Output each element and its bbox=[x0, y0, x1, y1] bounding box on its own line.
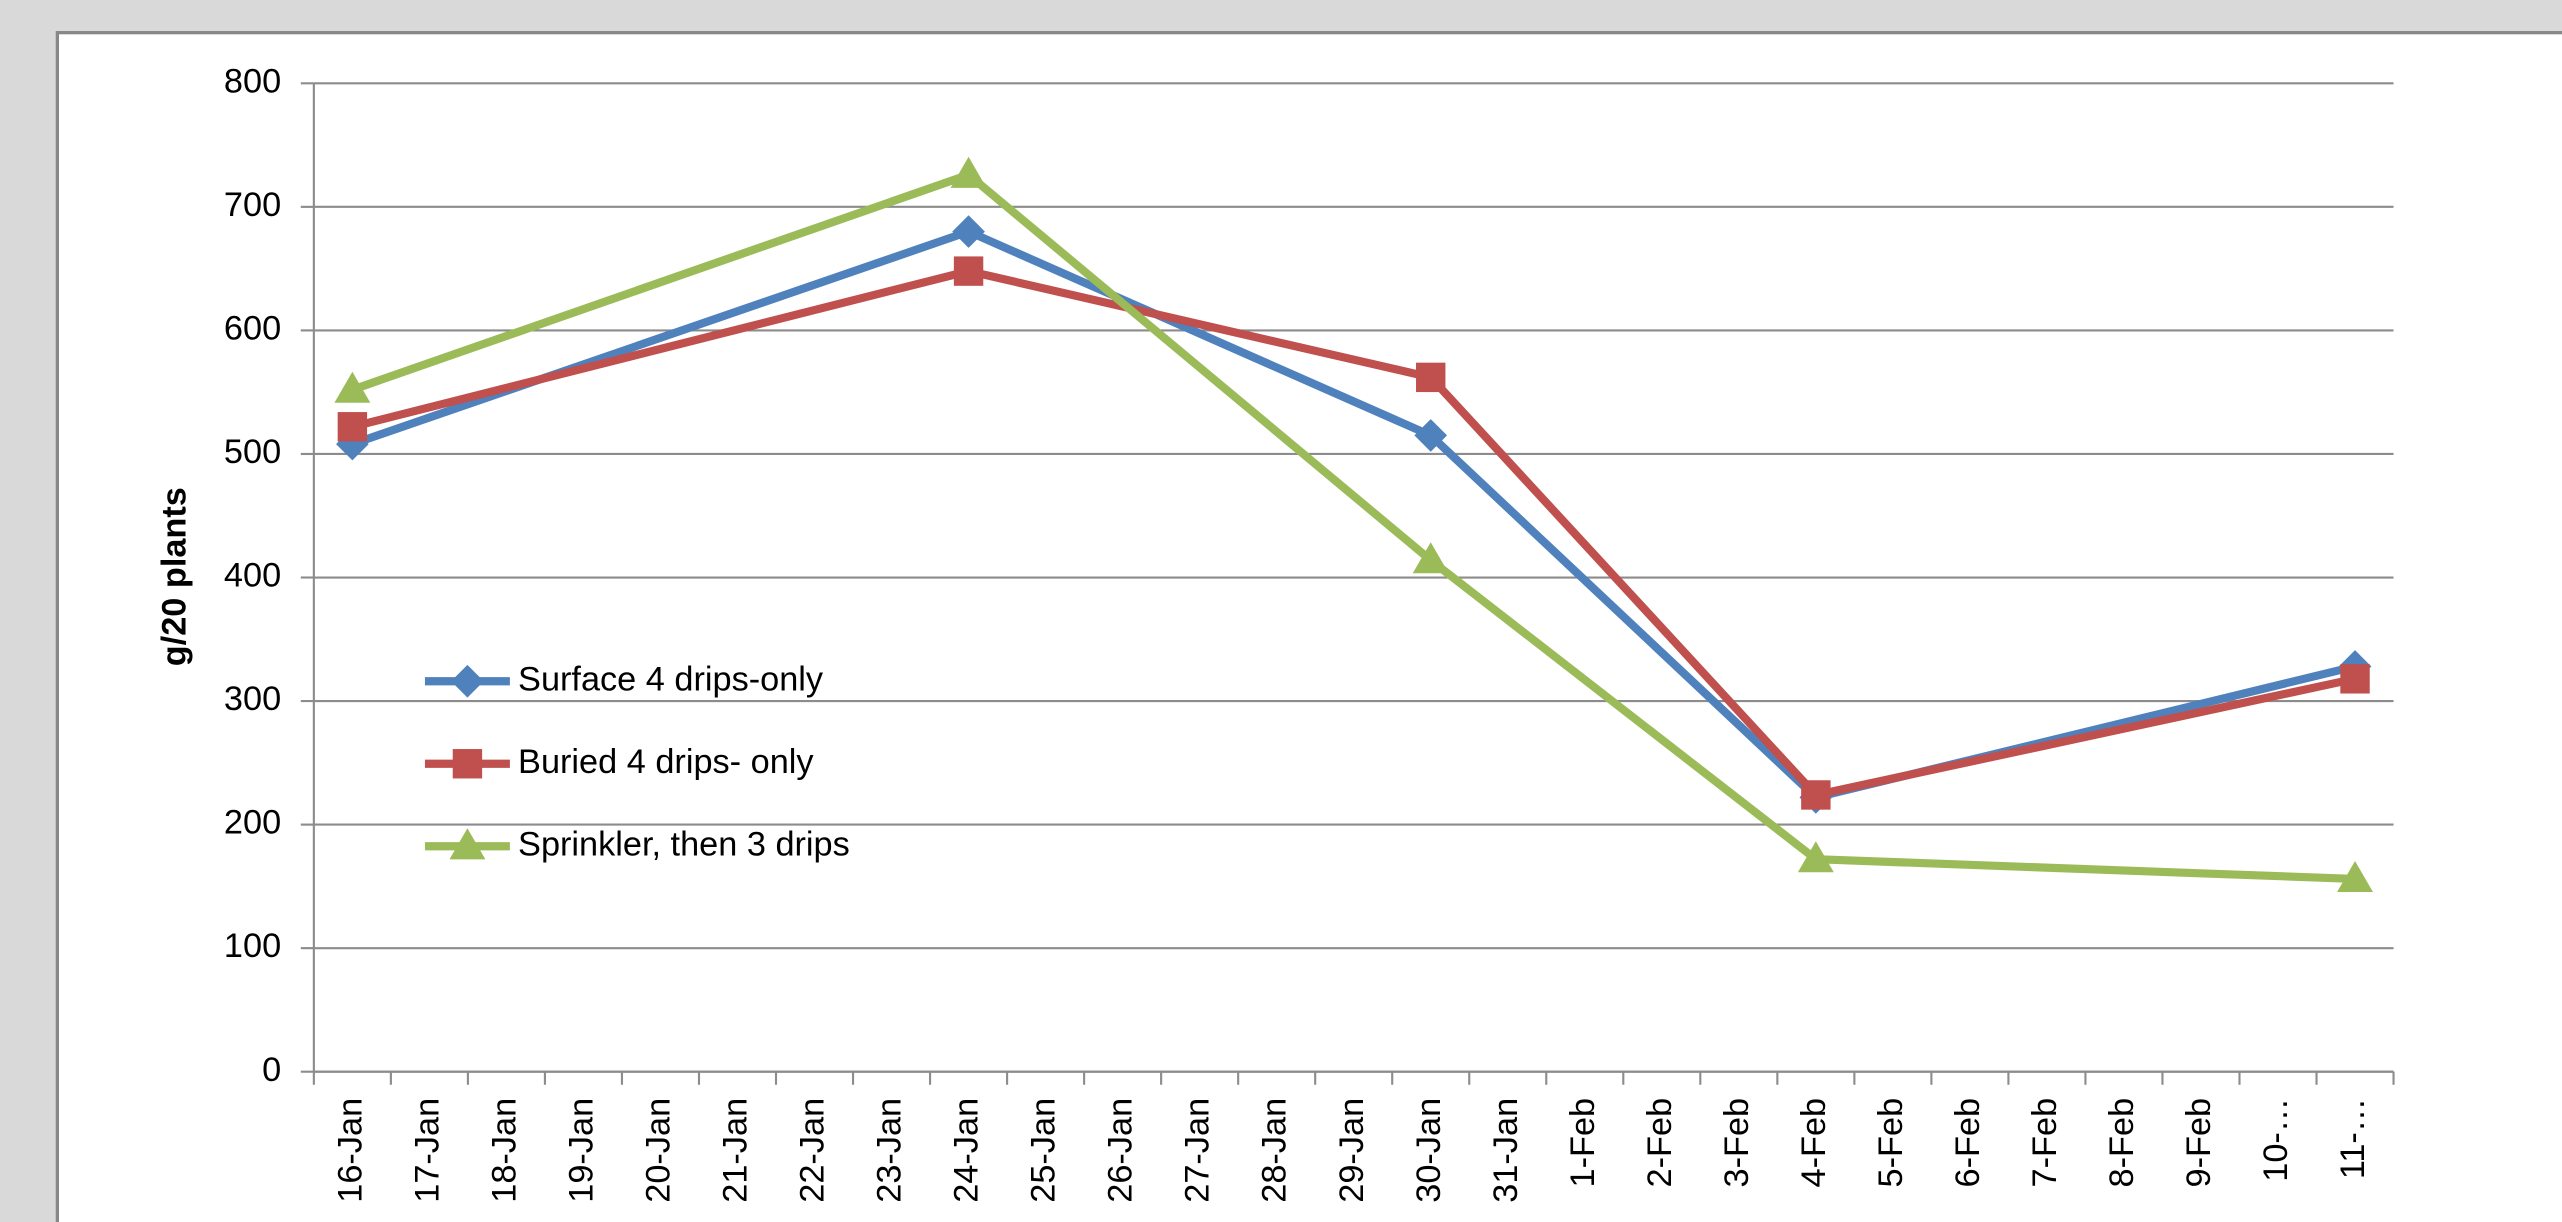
legend-marker bbox=[449, 828, 486, 860]
chart-panel bbox=[55, 31, 2562, 1222]
legend-marker bbox=[451, 664, 484, 698]
x-tick-label: 30-Jan bbox=[1410, 1098, 1448, 1203]
y-tick-label: 300 bbox=[224, 680, 281, 718]
legend-label: Surface 4 drips-only bbox=[518, 660, 824, 698]
data-point bbox=[953, 256, 984, 286]
y-tick-label: 500 bbox=[224, 433, 281, 471]
data-point bbox=[950, 156, 987, 188]
data-point bbox=[337, 412, 368, 442]
data-point bbox=[952, 215, 985, 248]
x-tick-label: 1-Feb bbox=[1564, 1098, 1602, 1188]
x-tick-label: 3-Feb bbox=[1718, 1098, 1756, 1188]
x-tick-label: 6-Feb bbox=[1949, 1098, 1987, 1188]
x-tick-label: 7-Feb bbox=[2026, 1098, 2064, 1188]
x-tick-label: 19-Jan bbox=[563, 1098, 601, 1203]
x-tick-label: 4-Feb bbox=[1795, 1098, 1833, 1188]
y-tick-label: 200 bbox=[224, 804, 281, 842]
y-axis-title: g/20 plants bbox=[156, 487, 194, 666]
y-tick-label: 400 bbox=[224, 557, 281, 595]
data-point bbox=[334, 371, 371, 403]
y-tick-label: 600 bbox=[224, 309, 281, 347]
x-tick-label: 10-… bbox=[2257, 1098, 2295, 1182]
x-tick-label: 17-Jan bbox=[408, 1098, 446, 1203]
x-tick-label: 18-Jan bbox=[485, 1098, 523, 1203]
data-point bbox=[1412, 542, 1449, 574]
x-tick-label: 28-Jan bbox=[1256, 1098, 1294, 1203]
x-tick-label: 26-Jan bbox=[1102, 1098, 1140, 1203]
x-tick-label: 25-Jan bbox=[1025, 1098, 1063, 1203]
x-tick-label: 23-Jan bbox=[871, 1098, 909, 1203]
x-tick-label: 16-Jan bbox=[331, 1098, 369, 1203]
y-tick-label: 0 bbox=[262, 1051, 281, 1089]
x-tick-label: 27-Jan bbox=[1179, 1098, 1217, 1203]
y-tick-label: 800 bbox=[224, 62, 281, 100]
x-tick-label: 2-Feb bbox=[1641, 1098, 1679, 1188]
x-tick-label: 31-Jan bbox=[1487, 1098, 1525, 1203]
x-tick-label: 24-Jan bbox=[948, 1098, 986, 1203]
x-tick-label: 9-Feb bbox=[2180, 1098, 2218, 1188]
x-tick-label: 11-… bbox=[2334, 1098, 2372, 1179]
data-point bbox=[2337, 860, 2374, 893]
x-tick-label: 29-Jan bbox=[1333, 1098, 1371, 1203]
x-tick-label: 5-Feb bbox=[1872, 1098, 1910, 1188]
x-tick-label: 8-Feb bbox=[2103, 1098, 2141, 1188]
data-point bbox=[1416, 362, 1446, 393]
legend-marker bbox=[452, 749, 483, 779]
x-tick-label: 21-Jan bbox=[717, 1098, 755, 1203]
data-point bbox=[1801, 780, 1831, 810]
x-tick-label: 22-Jan bbox=[794, 1098, 832, 1203]
legend-label: Buried 4 drips- only bbox=[518, 743, 814, 781]
y-tick-label: 100 bbox=[224, 927, 281, 965]
data-point bbox=[1797, 841, 1834, 873]
legend-label: Sprinkler, then 3 drips bbox=[518, 825, 850, 863]
data-point bbox=[2340, 664, 2370, 694]
data-point bbox=[1414, 419, 1448, 452]
x-tick-label: 20-Jan bbox=[640, 1098, 678, 1203]
y-tick-label: 700 bbox=[224, 186, 281, 224]
